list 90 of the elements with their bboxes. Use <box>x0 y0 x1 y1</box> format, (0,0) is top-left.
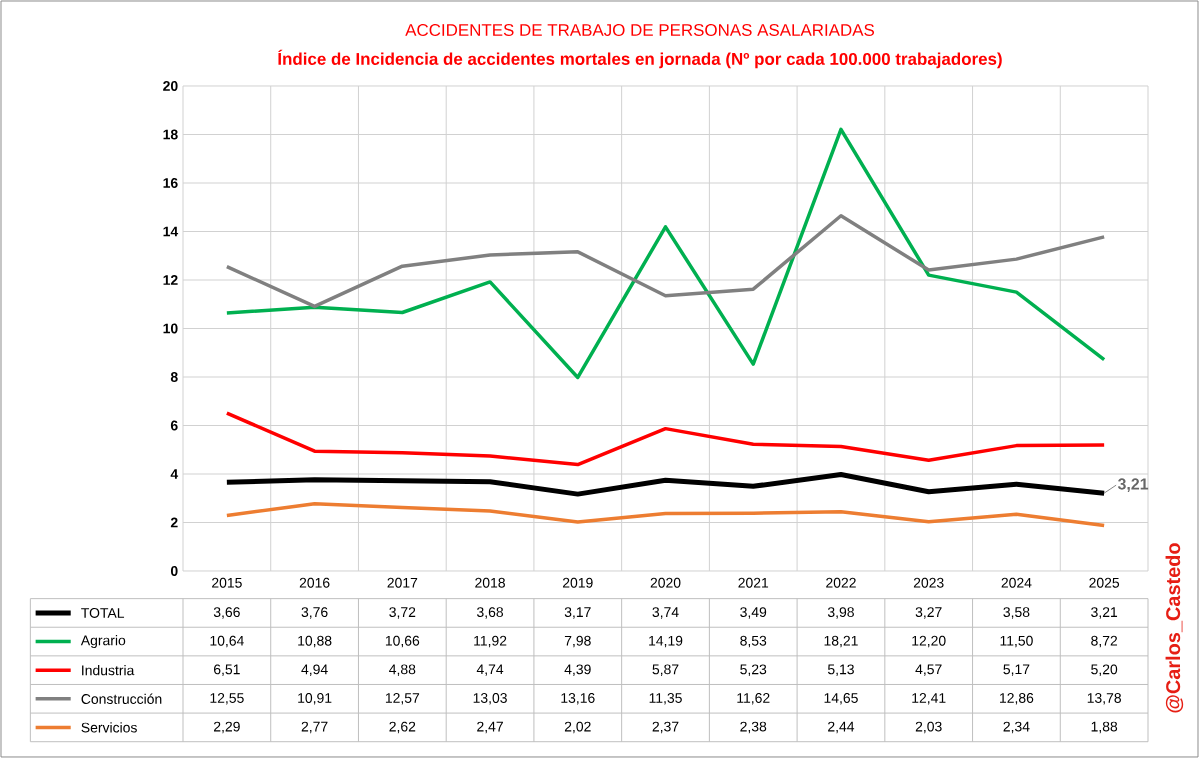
text: @Carlos_Castedo <box>1165 543 1184 713</box>
legend-label: Construcción <box>81 693 162 704</box>
y-tick-label: 18 <box>163 129 178 140</box>
x-tick-label: 2023 <box>913 577 944 588</box>
data-label: 6,51 <box>214 664 240 676</box>
data-label: 3,49 <box>740 607 767 619</box>
data-label: 13,16 <box>561 693 595 705</box>
data-label: 14,65 <box>824 693 858 705</box>
x-tick-label: 2024 <box>1001 577 1032 588</box>
data-label: 13,78 <box>1087 693 1121 705</box>
x-tick-label: 2017 <box>387 577 418 588</box>
data-label: 4,39 <box>564 664 591 676</box>
data-label: 12,20 <box>912 635 946 648</box>
line-series <box>225 127 1106 380</box>
data-label: 3,74 <box>652 607 679 619</box>
line-series <box>225 213 1106 309</box>
y-tick-label: 16 <box>163 178 178 188</box>
data-label: 10,66 <box>385 635 420 648</box>
legend-label: Servicios <box>81 722 137 733</box>
data-label: 3,58 <box>1003 607 1030 619</box>
x-tick-label: 2019 <box>562 577 593 588</box>
line-series <box>225 502 1106 528</box>
y-tick-label: 4 <box>170 469 179 479</box>
data-label: 2,03 <box>915 721 942 734</box>
data-label: 2,34 <box>1003 721 1030 734</box>
data-label: 2,02 <box>564 721 591 734</box>
data-label: 2,37 <box>652 721 679 734</box>
data-label: 5,13 <box>827 664 854 676</box>
data-label: 4,94 <box>301 664 328 676</box>
data-label: 5,23 <box>740 664 767 676</box>
data-label: 11,92 <box>474 635 507 648</box>
data-label: 11,62 <box>737 693 770 705</box>
data-label: 3,98 <box>827 607 854 619</box>
line-series <box>225 411 1106 467</box>
data-label: 4,88 <box>389 664 416 676</box>
data-label: 11,50 <box>1000 635 1033 648</box>
data-label: 2,38 <box>740 721 767 734</box>
data-label: 4,57 <box>915 664 942 676</box>
chart-subtitle: Índice de Incidencia de accidentes mortales en jornada (Nº por cada 100.000 trabajadores) <box>278 49 1002 69</box>
x-tick-label: 2020 <box>650 577 681 588</box>
data-label: 14,19 <box>649 635 683 648</box>
data-label: 3,68 <box>477 607 504 619</box>
y-tick-label: 0 <box>170 566 178 576</box>
data-label: 1,88 <box>1091 721 1118 734</box>
y-tick-label: 10 <box>163 323 178 334</box>
y-tick-label: 20 <box>163 81 178 91</box>
data-label: 13,03 <box>473 693 507 705</box>
y-tick-label: 12 <box>163 275 178 285</box>
y-tick-label: 6 <box>170 420 178 431</box>
legend-label: TOTAL <box>81 607 125 618</box>
x-tick-label: 2015 <box>212 577 242 588</box>
data-label: 3,72 <box>389 607 416 619</box>
x-tick-label: 2016 <box>299 577 330 588</box>
legend-label: Industria <box>82 665 135 676</box>
data-label: 5,20 <box>1091 664 1118 676</box>
data-label: 12,55 <box>210 693 244 705</box>
data-label: 11,35 <box>649 693 682 705</box>
data-label: 12,86 <box>1000 693 1034 705</box>
data-label: 8,72 <box>1091 635 1118 648</box>
data-label: 2,62 <box>389 721 416 734</box>
data-label: 2,29 <box>214 721 240 734</box>
y-tick-label: 14 <box>163 226 179 237</box>
data-label: 3,76 <box>301 607 328 619</box>
data-label: 2,47 <box>477 721 503 734</box>
data-label: 8,53 <box>740 635 767 648</box>
y-tick-label: 8 <box>170 372 178 382</box>
data-label: 18,21 <box>824 635 858 648</box>
data-label: 12,57 <box>385 693 420 705</box>
data-label: 3,66 <box>213 607 240 619</box>
data-label: 10,88 <box>298 635 332 648</box>
x-tick-label: 2018 <box>475 577 505 588</box>
annotation: 3,21 <box>1117 478 1149 492</box>
data-label: 10,91 <box>298 693 332 705</box>
legend-label: Agrario <box>80 635 126 649</box>
y-tick-label: 2 <box>170 517 178 528</box>
data-label: 3,27 <box>915 607 942 619</box>
x-tick-label: 2021 <box>738 577 769 588</box>
data-label: 12,41 <box>912 693 946 705</box>
data-label: 5,17 <box>1003 664 1030 676</box>
data-label: 2,44 <box>828 721 855 734</box>
x-tick-label: 2025 <box>1089 577 1120 588</box>
data-label: 4,74 <box>476 664 504 676</box>
x-tick-label: 2022 <box>826 577 856 588</box>
data-label: 5,87 <box>652 664 679 676</box>
data-label: 2,77 <box>301 721 328 734</box>
data-label: 10,64 <box>210 635 244 648</box>
data-label: 3,17 <box>564 607 591 619</box>
chart-title: ACCIDENTES DE TRABAJO DE PERSONAS ASALARIADAS <box>405 23 875 36</box>
data-label: 3,21 <box>1091 607 1118 619</box>
data-label: 7,98 <box>564 635 591 648</box>
